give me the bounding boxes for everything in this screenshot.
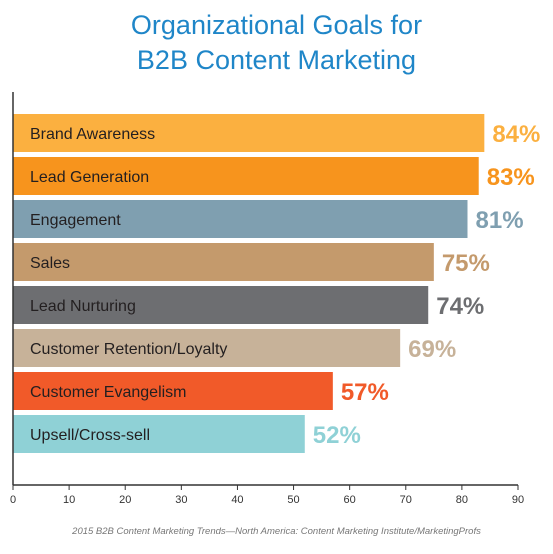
x-tick-label: 0 [10,494,16,506]
bar-brand-awareness [13,114,485,152]
bar-value-label: 74% [436,293,484,320]
x-tick-label: 60 [344,494,356,506]
bar-customer-evangelism [13,372,333,410]
bar-lead-generation [13,157,479,195]
chart-title-line-2: B2B Content Marketing [136,45,417,75]
x-tick-label: 90 [512,494,524,506]
x-axis: 0 10 20 30 40 50 60 70 80 90 [10,92,524,506]
bar-sales [13,243,434,281]
bar-customer-retention-loyalty [13,329,401,367]
bar-lead-nurturing [13,286,429,324]
bar-category-label: Engagement [30,212,121,229]
x-tick-label: 50 [287,494,299,506]
bar-category-label: Upsell/Cross-sell [30,427,150,444]
x-tick-label: 20 [119,494,131,506]
x-tick-label: 40 [231,494,243,506]
chart-title: Organizational Goals for B2B Content Mar… [0,8,553,78]
bar-value-label: 57% [341,379,389,406]
bar-category-label: Brand Awareness [30,126,155,143]
bar-category-label: Lead Nurturing [30,298,136,315]
bar-upsell-cross-sell [13,415,305,453]
bar-category-label: Customer Evangelism [30,384,187,401]
x-tick-label: 80 [456,494,468,506]
bar-category-label: Customer Retention/Loyalty [30,341,227,358]
bar-value-label: 52% [313,422,361,449]
bar-value-label: 83% [487,164,535,191]
bar-category-label: Lead Generation [30,169,149,186]
bar-value-label: 84% [492,121,540,148]
chart-title-line-1: Organizational Goals for [130,10,423,40]
bars-layer: Brand Awareness 84% Lead Generation 83% Enga… [13,114,540,453]
bar-engagement [13,200,468,238]
bar-category-label: Sales [30,255,70,272]
bar-value-label: 69% [408,336,456,363]
x-tick-label: 70 [400,494,412,506]
source-citation: 2015 B2B Content Marketing Trends—North … [72,526,481,537]
x-tick-label: 30 [175,494,187,506]
x-tick-label: 10 [63,494,75,506]
bar-value-label: 81% [476,207,524,234]
bar-value-label: 75% [442,250,490,277]
